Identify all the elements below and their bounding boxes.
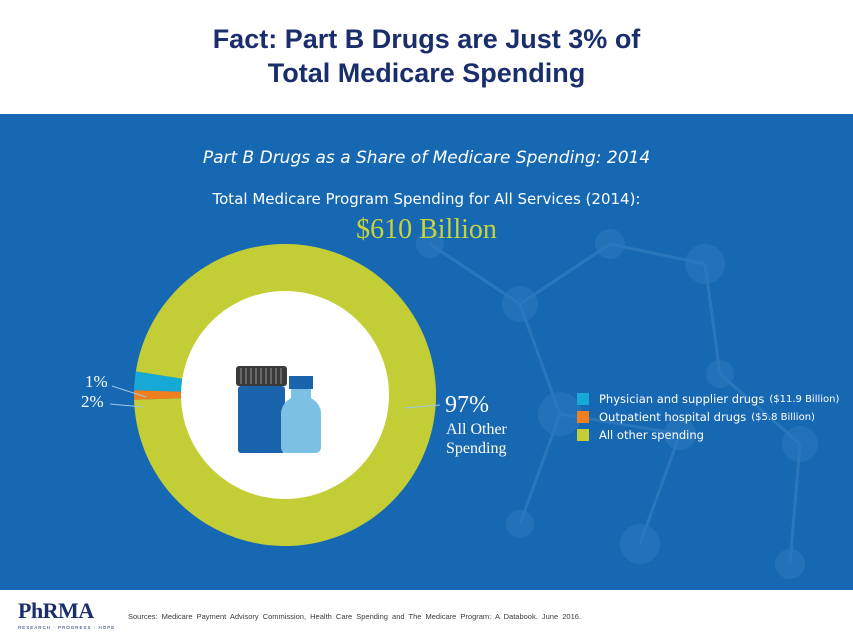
legend-swatch (577, 393, 589, 405)
donut-chart (109, 243, 441, 546)
chart-legend: Physician and supplier drugs ($11.9 Bill… (577, 390, 839, 444)
footer: PhRMA RESEARCH · PROGRESS · HOPE Sources… (0, 590, 853, 640)
legend-label: All other spending (599, 428, 704, 442)
slide-title: Fact: Part B Drugs are Just 3% of Total … (0, 22, 853, 90)
slide-title-line2: Total Medicare Spending (267, 58, 586, 88)
legend-item-other-spending: All other spending (577, 426, 839, 444)
legend-amount: ($5.8 Billion) (751, 411, 815, 423)
label-leader-lines (109, 385, 441, 409)
medicine-bottles-icon (236, 366, 321, 453)
legend-amount: ($11.9 Billion) (769, 393, 840, 405)
legend-item-outpatient-drugs: Outpatient hospital drugs ($5.8 Billion) (577, 408, 839, 426)
pill-bottle-icon (238, 386, 285, 453)
vial-cap-icon (289, 376, 313, 389)
physician-drugs-percent-label: 2% (81, 392, 104, 411)
molecule-background (416, 229, 818, 579)
slide-title-line1: Fact: Part B Drugs are Just 3% of (212, 24, 641, 54)
other-spending-caption-line2: Spending (446, 440, 507, 457)
chart-panel: Part B Drugs as a Share of Medicare Spen… (0, 114, 853, 590)
legend-swatch (577, 411, 589, 423)
legend-swatch (577, 429, 589, 441)
total-spending-value: $610 Billion (356, 214, 497, 245)
legend-item-physician-drugs: Physician and supplier drugs ($11.9 Bill… (577, 390, 839, 408)
other-spending-caption-line1: All Other (446, 421, 507, 438)
outpatient-drugs-percent-label: 1% (85, 372, 108, 391)
total-spending-label: Total Medicare Program Spending for All … (212, 190, 641, 208)
other-spending-percent-label: 97% (445, 392, 489, 418)
other-spending-caption: All Other Spending (446, 420, 536, 458)
logo-text: PhRMA (18, 598, 94, 623)
source-note: Sources: Medicare Payment Advisory Commi… (128, 612, 581, 621)
legend-label: Outpatient hospital drugs (599, 410, 747, 424)
vial-icon (281, 389, 321, 453)
chart-title: Part B Drugs as a Share of Medicare Spen… (202, 148, 651, 168)
logo-tagline: RESEARCH · PROGRESS · HOPE (18, 625, 116, 630)
phrma-logo: PhRMA RESEARCH · PROGRESS · HOPE (18, 598, 114, 632)
legend-label: Physician and supplier drugs (599, 392, 765, 406)
